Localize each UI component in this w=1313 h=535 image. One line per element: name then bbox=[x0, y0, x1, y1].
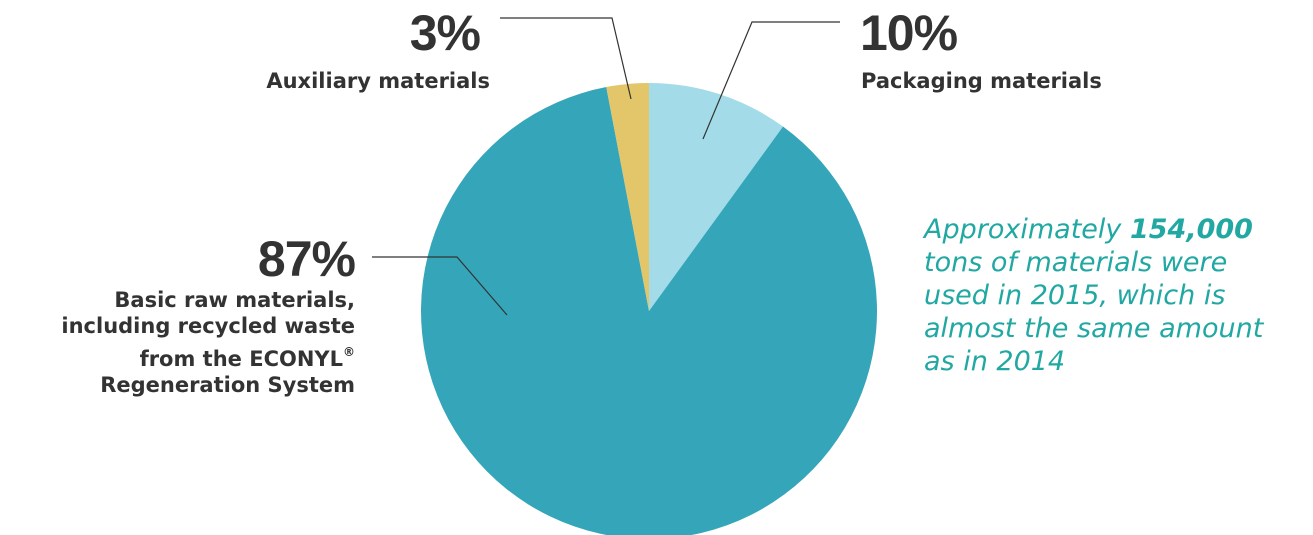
note-highlight: 154,000 bbox=[1129, 214, 1253, 245]
slice-label-raw-line-1: Basic raw materials, bbox=[114, 288, 355, 312]
slice-label-raw-line-2: including recycled waste bbox=[61, 314, 355, 338]
note-line-3: used in 2015, which is bbox=[924, 280, 1226, 311]
registered-mark: ® bbox=[343, 345, 355, 359]
slice-packaging bbox=[649, 83, 784, 311]
note-line-2: tons of materials were bbox=[924, 247, 1228, 278]
note-line-1: Approximately 154,000 bbox=[924, 214, 1253, 245]
note-line-5: as in 2014 bbox=[924, 346, 1066, 377]
slice-label-auxiliary: Auxiliary materials bbox=[266, 69, 490, 93]
leader-line-packaging bbox=[702, 21, 840, 140]
note-line-4: almost the same amount bbox=[924, 313, 1264, 344]
summary-note: Approximately 154,000 tons of materials … bbox=[924, 213, 1304, 378]
slice-value-raw: 87% bbox=[257, 231, 356, 287]
slice-value-packaging: 10% bbox=[860, 5, 958, 61]
slice-label-raw: Basic raw materials, including recycled … bbox=[0, 287, 355, 398]
slice-raw bbox=[421, 87, 877, 535]
slice-value-auxiliary: 3% bbox=[409, 5, 481, 61]
slice-label-packaging: Packaging materials bbox=[861, 69, 1102, 93]
slice-label-raw-line-4: Regeneration System bbox=[100, 373, 355, 397]
leader-line-auxiliary bbox=[500, 17, 632, 100]
leader-line-raw bbox=[372, 256, 508, 316]
slice-label-raw-line-3: from the ECONYL® bbox=[139, 345, 355, 371]
slice-auxiliary bbox=[606, 83, 649, 311]
